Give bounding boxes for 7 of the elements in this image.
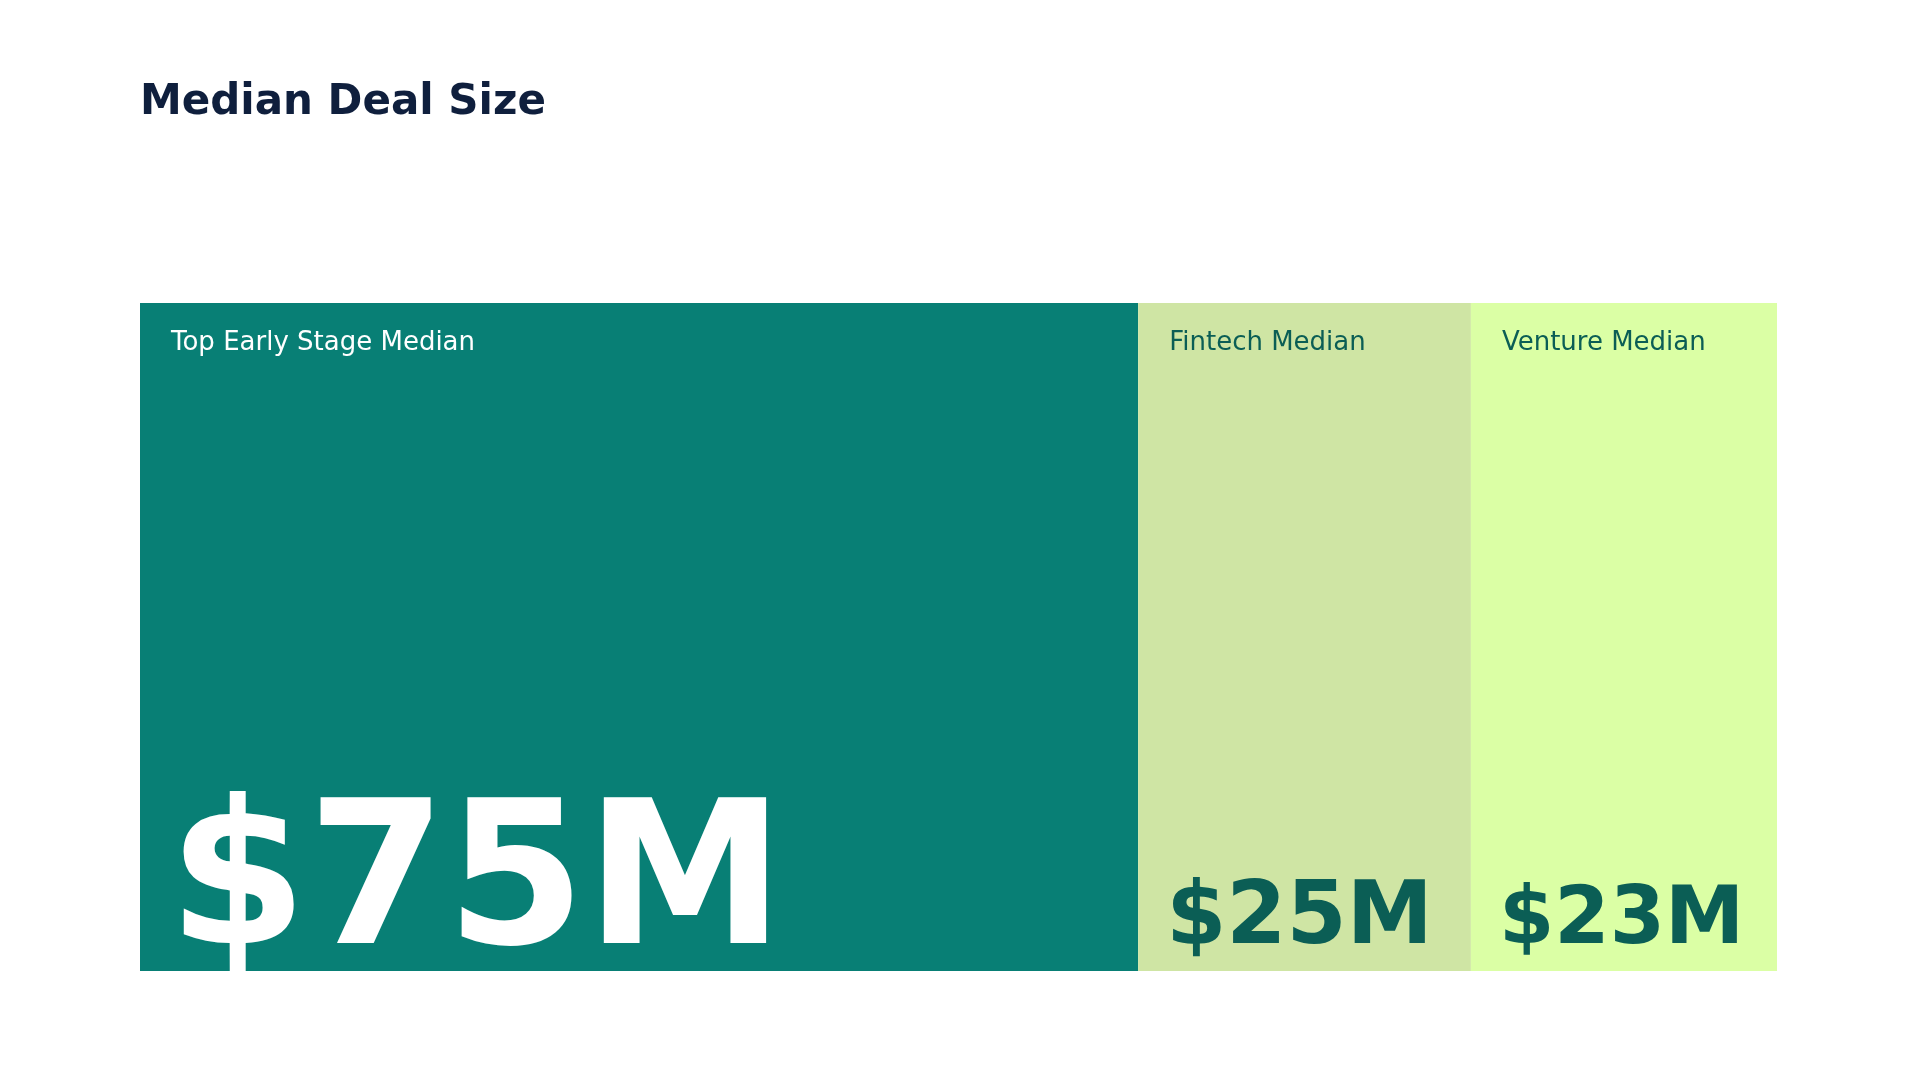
data-label: $25M [1166, 863, 1433, 963]
category-label: Fintech Median [1169, 326, 1366, 356]
category-label: Top Early Stage Median [170, 326, 476, 356]
data-label: $75M [168, 757, 785, 990]
category-label: Venture Median [1501, 326, 1706, 356]
text: Median Deal Size [140, 75, 546, 124]
data-label: $23M [1498, 869, 1745, 962]
